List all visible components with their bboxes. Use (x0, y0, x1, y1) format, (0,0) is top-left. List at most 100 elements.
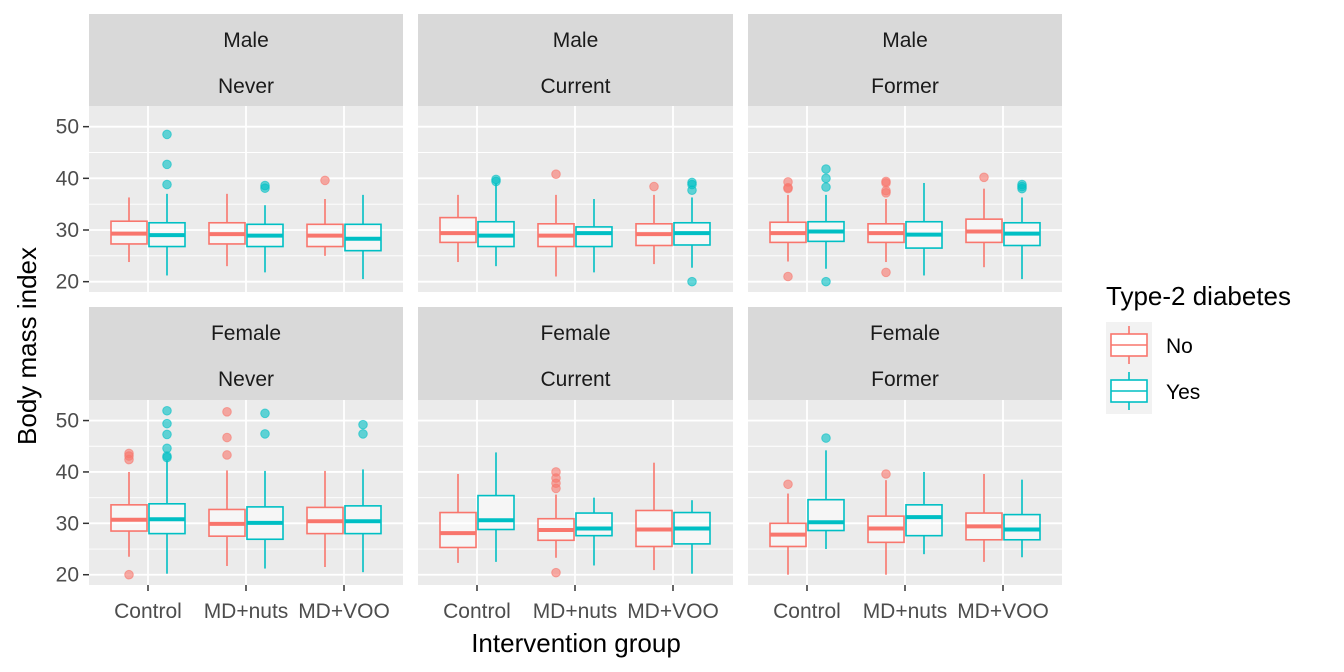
outlier-point (222, 450, 232, 460)
outlier-point (979, 172, 989, 183)
legend: Type-2 diabetes No Yes (1106, 281, 1291, 414)
box-yes (575, 199, 613, 273)
y-tick-label: 20 (56, 271, 79, 294)
box-body (575, 512, 613, 537)
box-body (575, 226, 613, 248)
outlier-point (649, 181, 659, 192)
outlier-point (162, 129, 172, 140)
y-tick-label: 30 (56, 219, 79, 242)
outlier-point (821, 433, 831, 443)
facet-strip (89, 14, 403, 106)
box-no (537, 169, 575, 277)
facet-strip-label-smoking: Never (218, 75, 274, 98)
outlier-point (320, 175, 330, 186)
box-yes (575, 497, 613, 566)
box-no (439, 474, 477, 563)
outlier-point (162, 405, 172, 416)
box-no (635, 181, 673, 265)
outlier-point (162, 418, 172, 429)
facet-strip (89, 307, 403, 400)
outlier-point (162, 429, 172, 440)
outlier-point (124, 569, 134, 580)
x-tick-label: MD+nuts (863, 600, 948, 623)
facet-strip-label-sex: Female (870, 322, 940, 345)
box-no (208, 193, 246, 267)
box-body (1003, 513, 1041, 541)
x-tick-label: MD+VOO (298, 600, 390, 623)
outlier-point (1017, 183, 1027, 194)
outlier-point (124, 454, 134, 465)
facet-strip (748, 307, 1062, 400)
y-tick-label: 40 (56, 461, 79, 484)
outlier-point (358, 419, 368, 430)
y-tick-label: 50 (56, 410, 79, 433)
panels-group: Male Never Male Current Male Former Female Neve… (89, 14, 1062, 585)
facet-strip (418, 14, 733, 106)
box-no (537, 467, 575, 578)
box-body (439, 216, 477, 244)
outlier-point (783, 183, 793, 194)
outlier-point (222, 407, 232, 417)
outlier-point (162, 159, 172, 170)
box-yes (1003, 479, 1041, 558)
box-body (905, 504, 943, 537)
facet-strip (418, 307, 733, 400)
y-tick-label: 20 (56, 564, 79, 587)
box-no (635, 462, 673, 571)
outlier-point (783, 479, 793, 490)
facet-panel: Male Never (89, 14, 403, 292)
facet-panel: Male Current (418, 14, 733, 292)
y-tick-label: 40 (56, 167, 79, 190)
box-yes (673, 500, 711, 574)
facet-strip (748, 14, 1062, 106)
y-tick-label: 30 (56, 512, 79, 535)
x-tick-label: MD+nuts (533, 600, 618, 623)
legend-label: Yes (1166, 381, 1200, 404)
box-yes (344, 194, 382, 280)
legend-keys: No Yes (1106, 322, 1200, 414)
outlier-point (881, 469, 891, 479)
y-tick-label: 50 (56, 116, 79, 139)
legend-entry-no: No (1106, 322, 1193, 368)
facet-panel: Male Former (748, 14, 1062, 292)
box-no (867, 176, 905, 278)
outlier-point (260, 183, 270, 193)
box-body (477, 494, 515, 531)
box-yes (905, 471, 943, 555)
outlier-point (551, 567, 561, 578)
outlier-point (821, 173, 831, 184)
outlier-point (881, 188, 891, 198)
x-tick-label: Control (443, 600, 511, 623)
outlier-point (881, 267, 891, 278)
facet-strip-label-smoking: Never (218, 368, 274, 391)
outlier-point (783, 271, 793, 282)
facet-strip-label-sex: Male (882, 29, 928, 52)
facet-strip-label-smoking: Current (540, 75, 610, 98)
x-tick-label: MD+VOO (957, 600, 1049, 623)
box-no (306, 175, 344, 256)
facet-panel: Female Never (89, 307, 403, 585)
facet-panel: Female Former (748, 307, 1062, 585)
outlier-point (358, 429, 368, 439)
box-no (769, 479, 807, 575)
facet-strip-label-sex: Female (540, 322, 610, 345)
box-yes (344, 419, 382, 573)
box-yes (246, 180, 284, 273)
box-yes (246, 408, 284, 569)
outlier-point (260, 408, 270, 419)
x-tick-label: Control (114, 600, 182, 623)
outlier-point (687, 185, 697, 196)
facet-strip-label-smoking: Former (871, 75, 939, 98)
box-no (769, 177, 807, 282)
x-tick-label: Control (773, 600, 841, 623)
box-yes (477, 174, 515, 267)
outlier-point (260, 429, 270, 439)
outlier-point (821, 182, 831, 192)
outlier-point (162, 452, 172, 463)
box-yes (673, 177, 711, 287)
box-no (110, 197, 148, 263)
legend-label: No (1166, 335, 1193, 358)
outlier-point (162, 179, 172, 190)
legend-title: Type-2 diabetes (1106, 281, 1291, 311)
outlier-point (821, 276, 831, 287)
